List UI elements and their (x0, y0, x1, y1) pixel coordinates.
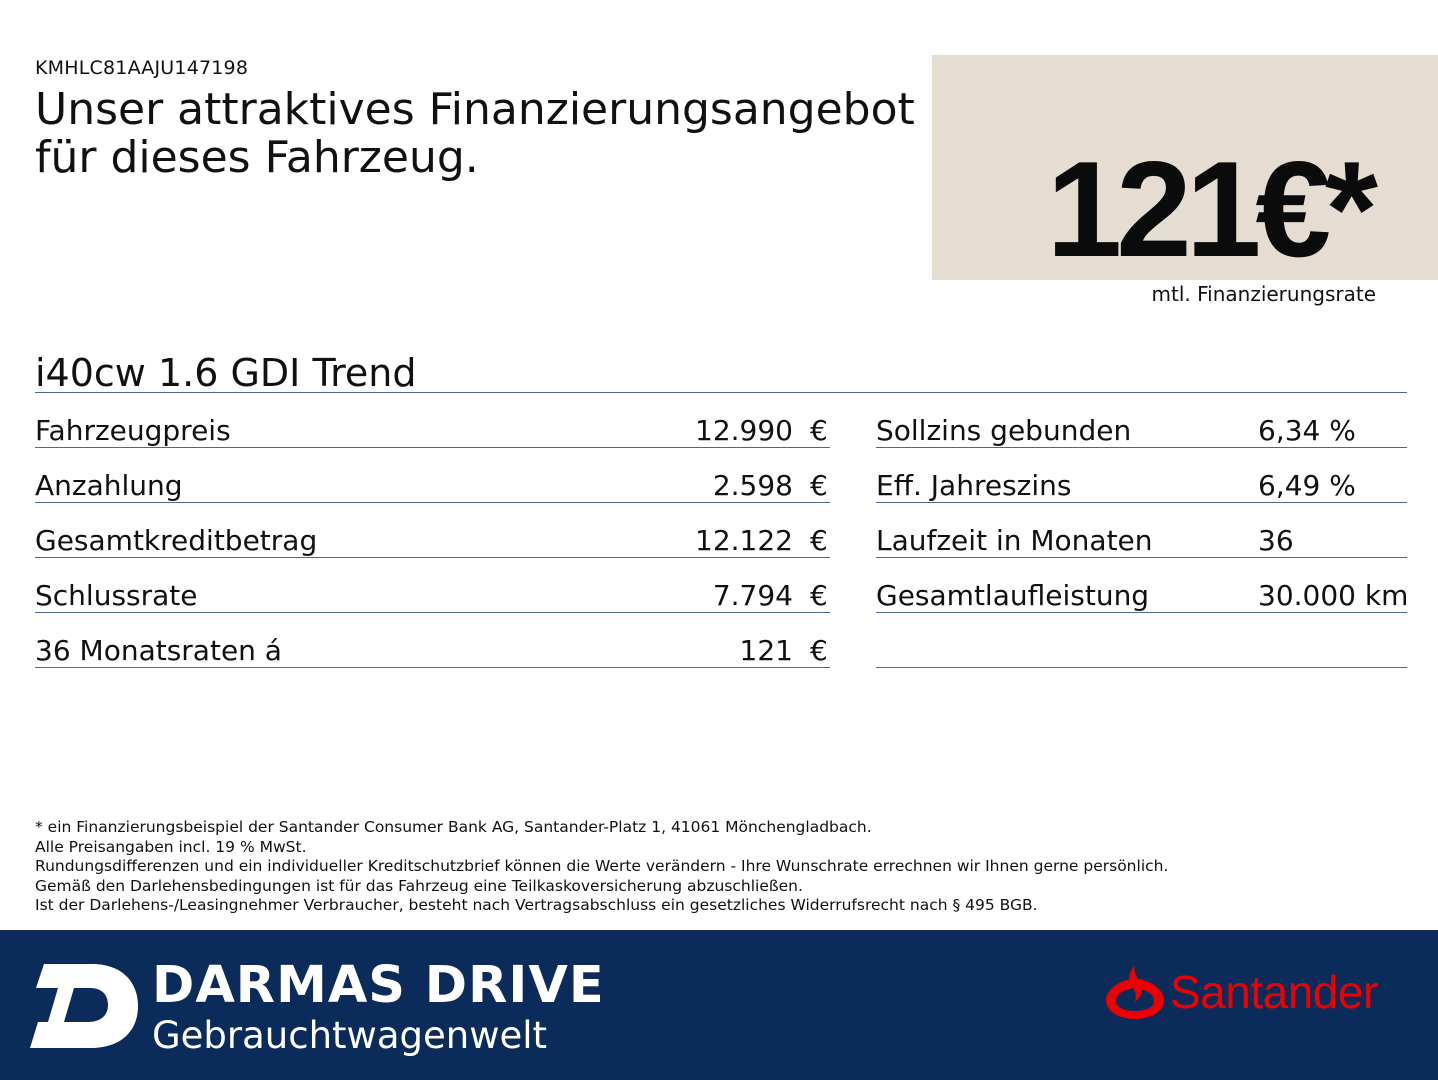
brand-name: DARMAS DRIVE (152, 956, 605, 1015)
left-row-value: 12.990 (695, 414, 793, 447)
left-row-divider (35, 667, 830, 668)
right-row-value: 6,34 % (1258, 414, 1356, 447)
left-row-divider (35, 557, 830, 558)
right-row-value: 36 (1258, 524, 1294, 557)
left-row-unit: € (810, 579, 828, 612)
left-row-label: Gesamtkreditbetrag (35, 524, 318, 557)
right-row-label: Sollzins gebunden (876, 414, 1132, 447)
left-row-label: Anzahlung (35, 469, 183, 502)
left-row-value: 2.598 (712, 469, 793, 502)
right-row-divider (876, 557, 1407, 558)
right-row-divider (876, 667, 1407, 668)
footnotes: * ein Finanzierungsbeispiel der Santande… (35, 818, 1168, 916)
model-title: i40cw 1.6 GDI Trend (35, 351, 417, 395)
right-row-label: Gesamtlaufleistung (876, 579, 1150, 612)
right-row-value: 30.000 km (1258, 579, 1409, 612)
monthly-rate-amount: 121€* (1046, 133, 1378, 285)
left-row-label: 36 Monatsraten á (35, 634, 282, 667)
monthly-rate-label: mtl. Finanzierungsrate (1151, 282, 1376, 306)
left-row-label: Schlussrate (35, 579, 198, 612)
right-row-divider (876, 447, 1407, 448)
brand-tagline: Gebrauchtwagenwelt (152, 1014, 548, 1057)
left-row-unit: € (810, 524, 828, 557)
monthly-rate-box: 121€* mtl. Finanzierungsrate (932, 55, 1438, 306)
left-row-unit: € (810, 634, 828, 667)
left-row-label: Fahrzeugpreis (35, 414, 231, 447)
right-row-label: Laufzeit in Monaten (876, 524, 1153, 557)
model-underline (35, 392, 1407, 393)
left-row-divider (35, 447, 830, 448)
footnote-line: * ein Finanzierungsbeispiel der Santande… (35, 818, 872, 836)
footnote-line: Alle Preisangaben incl. 19 % MwSt. (35, 837, 307, 856)
headline: Unser attraktives Finanzierungsangebot f… (35, 86, 915, 182)
left-row-unit: € (810, 469, 828, 502)
headline-line-1: Unser attraktives Finanzierungsangebot (35, 84, 915, 135)
left-row-value: 7.794 (712, 579, 793, 612)
right-row-divider (876, 612, 1407, 613)
left-row-value: 12.122 (695, 524, 793, 557)
footnote-line: Gemäß den Darlehensbedingungen ist für d… (35, 876, 803, 895)
footnote-line: Rundungsdifferenzen und ein individuelle… (35, 857, 1169, 875)
santander-logo: Santander (1100, 962, 1415, 1022)
right-row-label: Eff. Jahreszins (876, 469, 1072, 502)
vin-number: KMHLC81AAJU147198 (35, 57, 249, 79)
santander-flame-icon (1106, 966, 1164, 1019)
right-row-value: 6,49 % (1258, 469, 1356, 502)
left-row-divider (35, 502, 830, 503)
left-row-value: 121 (739, 634, 793, 667)
santander-wordmark: Santander (1170, 966, 1378, 1018)
right-row-divider (876, 502, 1407, 503)
darmas-d-logo (30, 964, 138, 1048)
footnote-line: Ist der Darlehens-/Leasingnehmer Verbrau… (35, 896, 1038, 914)
headline-line-2: für dieses Fahrzeug. (35, 132, 479, 183)
left-row-unit: € (810, 414, 828, 447)
brand-footer-band (0, 930, 1438, 1080)
left-row-divider (35, 612, 830, 613)
